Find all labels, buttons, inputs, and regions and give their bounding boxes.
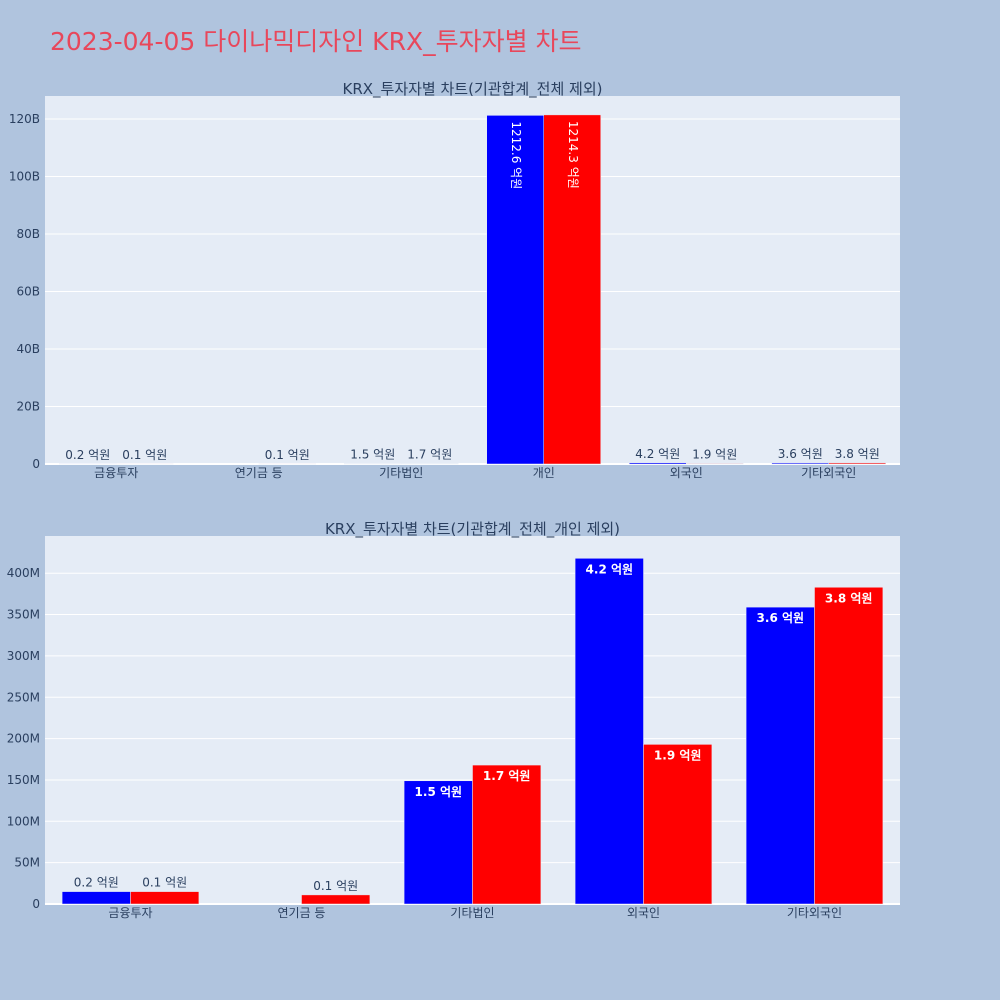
y-tick-label: 40B [16, 342, 40, 356]
bar-value-label: 4.2 억원 [635, 447, 680, 461]
x-tick-label: 연기금 등 [235, 466, 283, 480]
x-tick-label: 연기금 등 [278, 906, 326, 920]
chart-2: 0 50M 100M 150M 200M 250M 300M 350M 400M KRX_투자자별… [7, 520, 900, 920]
y-tick-label: 300M [7, 649, 40, 663]
bar-value-label: 1.7 억원 [407, 448, 452, 462]
bar-series_2 [643, 744, 713, 905]
bar-value-label: 1.7 억원 [483, 769, 531, 783]
y-tick-label: 100B [9, 170, 40, 184]
bar-value-label: 0.2 억원 [65, 448, 110, 462]
x-tick-label: 기타외국인 [787, 906, 842, 920]
x-tick-label: 외국인 [670, 466, 703, 480]
x-tick-label: 금융투자 [94, 466, 138, 480]
bar-value-label: 3.6 억원 [757, 611, 805, 625]
bar-series_2 [130, 891, 200, 905]
bar-value-label: 3.8 억원 [825, 591, 873, 605]
chart-title: KRX_투자자별 차트(기관합계_전체 제외) [343, 80, 603, 99]
bar-series_2 [301, 894, 371, 905]
x-tick-label: 금융투자 [108, 906, 152, 920]
bar-series_1 [486, 115, 544, 465]
bar-value-label: 3.6 억원 [778, 447, 823, 461]
y-tick-label: 150M [7, 773, 40, 787]
bar-value-label: 0.1 억원 [122, 448, 167, 462]
bar-value-label: 0.1 억원 [313, 879, 358, 893]
bar-value-label: 3.8 억원 [835, 447, 880, 461]
x-tick-label: 외국인 [627, 906, 660, 920]
bar-value-label: 1212.6 억원 [509, 121, 523, 189]
bar-series_1 [629, 462, 687, 465]
y-tick-label: 80B [16, 227, 40, 241]
page-title: 2023-04-05 다이나믹디자인 KRX_투자자별 차트 [50, 27, 582, 56]
bar-value-label: 1.9 억원 [654, 748, 702, 762]
y-tick-label: 20B [16, 400, 40, 414]
y-tick-label: 400M [7, 566, 40, 580]
chart-title: KRX_투자자별 차트(기관합계_전체_개인 제외) [325, 520, 620, 539]
x-tick-label: 기타법인 [379, 466, 423, 480]
bar-series_1 [771, 462, 829, 465]
x-tick-label: 기타외국인 [801, 466, 856, 480]
bar-series_1 [745, 606, 815, 905]
bar-series_1 [574, 558, 644, 905]
y-tick-label: 0 [32, 897, 40, 911]
bar-series_2 [472, 764, 542, 905]
bar-value-label: 1.9 억원 [692, 447, 737, 461]
bar-series_2 [686, 463, 744, 465]
bar-series_2 [828, 462, 886, 465]
bar-value-label: 1214.3 억원 [566, 121, 580, 189]
y-tick-label: 50M [14, 856, 40, 870]
bar-value-label: 1.5 억원 [415, 785, 463, 799]
y-tick-label: 120B [9, 112, 40, 126]
bar-series_1 [61, 891, 131, 905]
bar-value-label: 1.5 억원 [350, 448, 395, 462]
chart-1: 0 20B 40B 60B 80B 100B 120B KRX_투자자별 차트(기관합계_전체… [9, 80, 900, 480]
y-tick-label: 200M [7, 732, 40, 746]
bar-series_1 [403, 780, 473, 905]
x-tick-label: 개인 [533, 466, 555, 480]
y-tick-label: 0 [32, 457, 40, 471]
x-tick-label: 기타법인 [450, 906, 494, 920]
bar-series_2 [543, 114, 601, 465]
y-tick-label: 60B [16, 285, 40, 299]
y-tick-label: 100M [7, 814, 40, 828]
bar-series_2 [814, 587, 884, 905]
bar-value-label: 0.2 억원 [74, 876, 119, 890]
y-tick-label: 350M [7, 608, 40, 622]
plot-area [45, 96, 900, 464]
bar-value-label: 0.1 억원 [265, 448, 310, 462]
y-tick-label: 250M [7, 690, 40, 704]
bar-value-label: 4.2 억원 [586, 562, 634, 576]
bar-value-label: 0.1 억원 [142, 876, 187, 890]
